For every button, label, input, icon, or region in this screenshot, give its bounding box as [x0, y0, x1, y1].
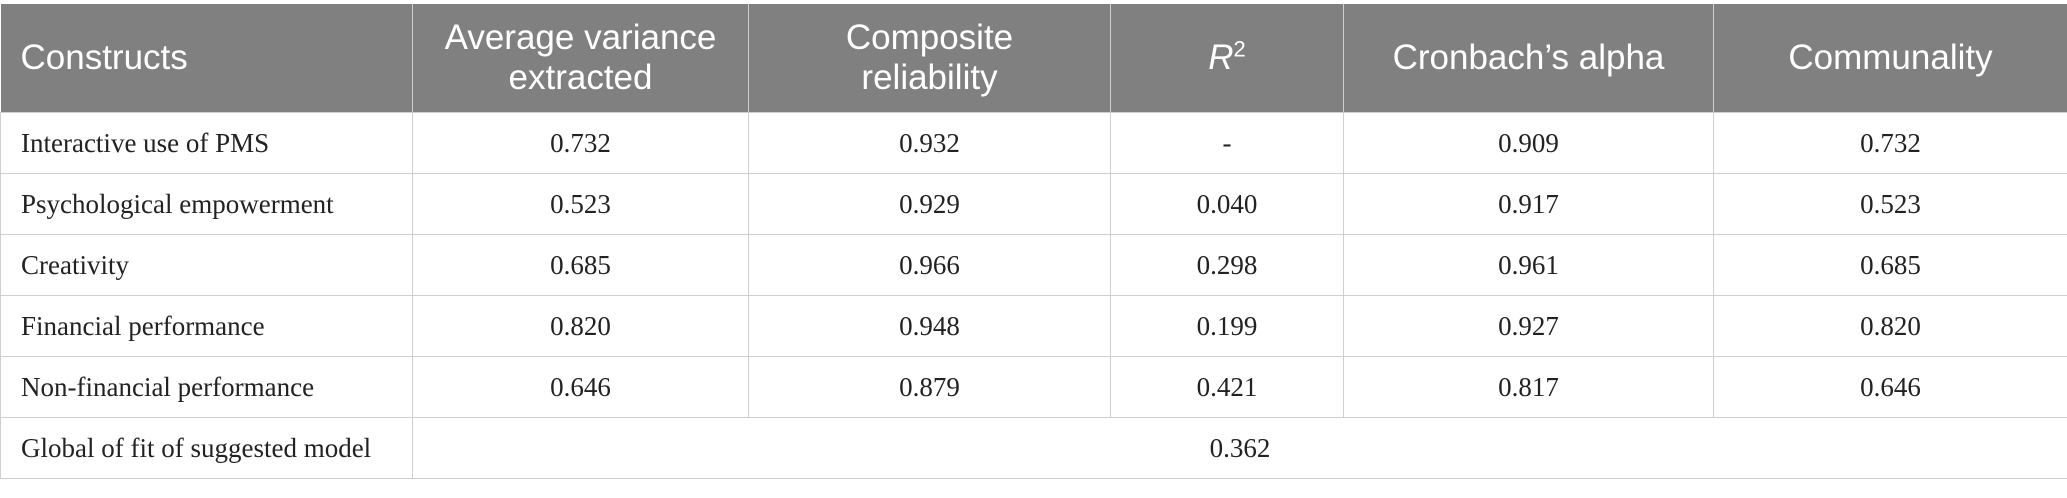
header-r2-base: R: [1208, 38, 1234, 77]
header-r2-superscript: 2: [1233, 36, 1246, 62]
cell-construct: Interactive use of PMS: [0, 112, 413, 174]
cell-ave: 0.820: [412, 295, 749, 357]
header-cr-line1: Composite: [845, 18, 1014, 57]
table-row: Psychological empowerment 0.523 0.929 0.…: [0, 173, 2067, 235]
cell-construct: Creativity: [0, 234, 413, 296]
cell-cr: 0.932: [748, 112, 1111, 174]
table-row: Interactive use of PMS 0.732 0.932 - 0.9…: [0, 112, 2067, 174]
header-constructs-label: Constructs: [20, 38, 188, 77]
header-cr: Composite reliability: [748, 4, 1111, 113]
cell-global-fit-label: Global of fit of suggested model: [0, 417, 413, 479]
header-cronbach-label: Cronbach’s alpha: [1392, 38, 1665, 77]
cell-construct: Psychological empowerment: [0, 173, 413, 235]
cell-alpha: 0.817: [1343, 356, 1714, 418]
cell-ave: 0.646: [412, 356, 749, 418]
cell-r2: 0.040: [1110, 173, 1344, 235]
footer-row: Global of fit of suggested model 0.362: [0, 417, 2067, 479]
cell-communality: 0.732: [1713, 112, 2067, 174]
cell-alpha: 0.961: [1343, 234, 1714, 296]
cell-ave: 0.732: [412, 112, 749, 174]
header-ave: Average variance extracted: [412, 4, 749, 113]
cell-ave: 0.523: [412, 173, 749, 235]
header-ave-line1: Average variance: [444, 18, 717, 57]
results-table-container: Constructs Average variance extracted Co…: [0, 4, 2067, 479]
header-communality-label: Communality: [1788, 38, 1993, 77]
table-row: Financial performance 0.820 0.948 0.199 …: [0, 295, 2067, 357]
header-ave-line2: extracted: [508, 58, 653, 97]
cell-construct: Financial performance: [0, 295, 413, 357]
cell-alpha: 0.909: [1343, 112, 1714, 174]
table-row: Creativity 0.685 0.966 0.298 0.961 0.685: [0, 234, 2067, 296]
header-constructs: Constructs: [0, 4, 413, 113]
header-r2: R2: [1110, 4, 1344, 113]
table-header: Constructs Average variance extracted Co…: [0, 4, 2067, 113]
cell-r2: -: [1110, 112, 1344, 174]
header-communality: Communality: [1713, 4, 2067, 113]
header-cr-line2: reliability: [861, 58, 998, 97]
cell-r2: 0.421: [1110, 356, 1344, 418]
cell-alpha: 0.927: [1343, 295, 1714, 357]
cell-cr: 0.879: [748, 356, 1111, 418]
cell-cr: 0.929: [748, 173, 1111, 235]
header-r2-label: R2: [1208, 38, 1246, 77]
header-row: Constructs Average variance extracted Co…: [0, 4, 2067, 113]
cell-cr: 0.966: [748, 234, 1111, 296]
cell-construct: Non-financial performance: [0, 356, 413, 418]
measurement-model-table: Constructs Average variance extracted Co…: [0, 4, 2067, 479]
cell-r2: 0.199: [1110, 295, 1344, 357]
cell-cr: 0.948: [748, 295, 1111, 357]
cell-ave: 0.685: [412, 234, 749, 296]
table-row: Non-financial performance 0.646 0.879 0.…: [0, 356, 2067, 418]
cell-global-fit-value: 0.362: [412, 417, 2067, 479]
cell-communality: 0.646: [1713, 356, 2067, 418]
cell-communality: 0.523: [1713, 173, 2067, 235]
cell-communality: 0.685: [1713, 234, 2067, 296]
cell-alpha: 0.917: [1343, 173, 1714, 235]
cell-communality: 0.820: [1713, 295, 2067, 357]
table-body: Interactive use of PMS 0.732 0.932 - 0.9…: [0, 112, 2067, 479]
cell-r2: 0.298: [1110, 234, 1344, 296]
header-cronbach: Cronbach’s alpha: [1343, 4, 1714, 113]
